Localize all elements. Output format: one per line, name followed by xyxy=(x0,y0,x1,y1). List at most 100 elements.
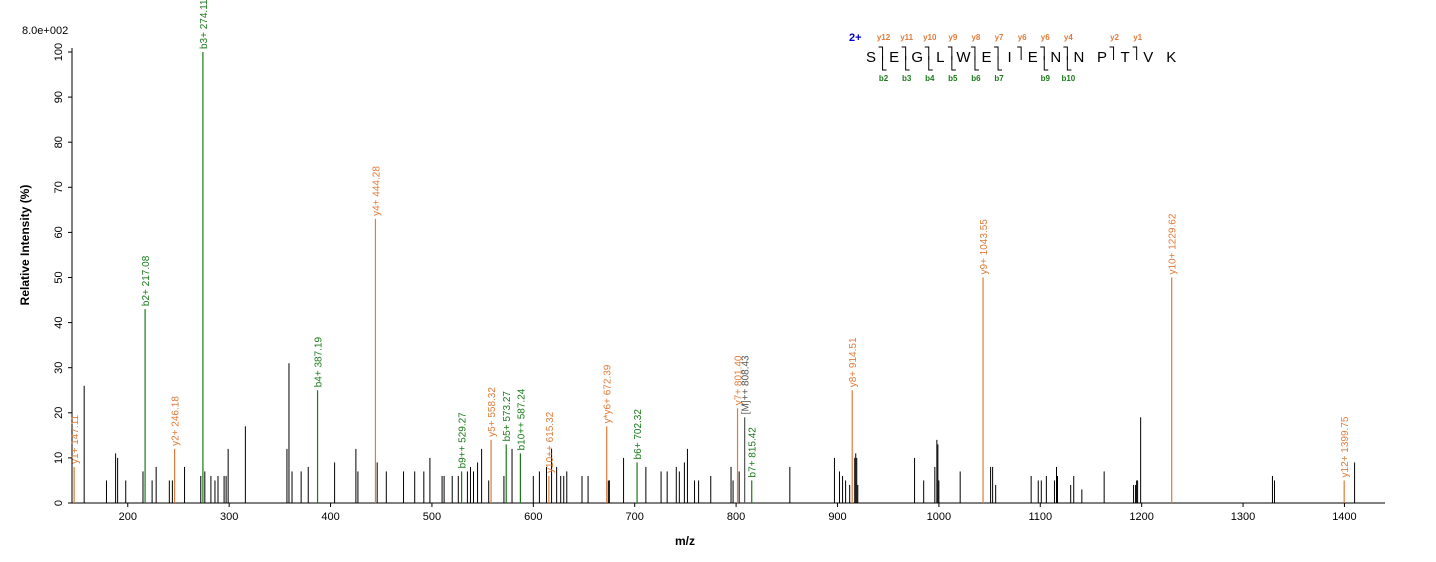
y-tick-label: 40 xyxy=(53,316,65,328)
residue: P xyxy=(1097,49,1107,66)
x-tick-label: 1400 xyxy=(1332,511,1356,523)
peak-label: b10++ 587.24 xyxy=(516,388,527,450)
peak-label: [M]++ 808.43 xyxy=(741,355,752,414)
residue: N xyxy=(1050,49,1061,66)
y-tick-label: 100 xyxy=(53,43,65,61)
b-ion-label: b10 xyxy=(1061,74,1075,83)
y-ion-bracket xyxy=(878,46,884,60)
y-tick-label: 20 xyxy=(53,407,65,419)
x-tick-label: 800 xyxy=(727,511,745,523)
peak-label: y2+ 246.18 xyxy=(171,396,182,446)
y-ion-label: y6 xyxy=(1018,33,1027,42)
y-axis-title: Relative Intensity (%) xyxy=(18,185,32,306)
y-tick-label: 50 xyxy=(53,271,65,283)
x-tick-label: 900 xyxy=(828,511,846,523)
y-tick-label: 0 xyxy=(53,500,65,506)
y-ion-label: y10 xyxy=(923,33,937,42)
b-ion-bracket xyxy=(1043,56,1049,71)
x-tick-label: 300 xyxy=(220,511,238,523)
peak-label: y10+ 1229.62 xyxy=(1168,213,1179,274)
peak-label: b4+ 387.19 xyxy=(314,336,325,387)
b-ion-label: b6 xyxy=(971,74,981,83)
y-tick-label: 30 xyxy=(53,362,65,374)
peak-label: y8+ 914.51 xyxy=(848,337,859,387)
x-tick-label: 1300 xyxy=(1231,511,1255,523)
x-tick-label: 700 xyxy=(626,511,644,523)
b-ion-bracket xyxy=(882,56,887,71)
peak-label: y*y6+ 672.39 xyxy=(603,364,614,423)
residue: E xyxy=(1028,49,1038,66)
residue: L xyxy=(936,49,944,66)
residue: K xyxy=(1166,49,1176,66)
peak-labels: y1+ 147.11 b2+ 217.08 y2+ 246.18 b3+ 274.11… xyxy=(70,0,1351,477)
y-tick-label: 70 xyxy=(53,181,65,193)
max-intensity-label: 8.0e+002 xyxy=(22,25,68,37)
y-ion-label: y6 xyxy=(1041,33,1050,42)
b-ion-bracket xyxy=(997,56,1003,71)
residue: N xyxy=(1073,49,1084,66)
residue: V xyxy=(1143,49,1153,66)
y-ion-label: y4 xyxy=(1064,33,1073,42)
x-tick-label: 1200 xyxy=(1129,511,1153,523)
x-tick-label: 200 xyxy=(119,511,137,523)
b-ion-label: b9 xyxy=(1041,74,1051,83)
residue: E xyxy=(981,49,991,66)
residue: E xyxy=(889,49,899,66)
x-tick-label: 600 xyxy=(524,511,542,523)
y-ion-bracket xyxy=(1132,46,1138,60)
y-ion-bracket xyxy=(1040,46,1045,60)
y-ion-label: y2 xyxy=(1110,33,1119,42)
x-tick-label: 1000 xyxy=(927,511,951,523)
y-ion-label: y12 xyxy=(877,33,891,42)
y-ion-bracket xyxy=(947,46,953,60)
b-ion-bracket xyxy=(905,56,910,71)
y-ion-bracket xyxy=(924,46,930,60)
x-axis-title: m/z xyxy=(675,534,695,548)
b-ion-label: b2 xyxy=(879,74,889,83)
y-tick-label: 90 xyxy=(53,91,65,103)
y-ion-bracket xyxy=(994,46,999,60)
residue: W xyxy=(956,49,971,66)
x-tick-label: 400 xyxy=(321,511,339,523)
peak-label: y12+ 1399.75 xyxy=(1340,416,1351,477)
b-ion-bracket xyxy=(974,56,979,71)
y-ion-bracket xyxy=(901,46,907,60)
y-tick-label: 10 xyxy=(53,452,65,464)
b-ion-label: b5 xyxy=(948,74,958,83)
y-tick-label: 60 xyxy=(53,226,65,238)
y-tick-label: 80 xyxy=(53,136,65,148)
y-ion-label: y9 xyxy=(948,33,957,42)
peak-label: y9+ 1043.55 xyxy=(979,219,990,275)
charge-state: 2+ xyxy=(849,32,862,44)
y-ion-bracket xyxy=(1063,46,1068,60)
peak-label: b9++ 529.27 xyxy=(458,412,469,469)
b-ion-label: b4 xyxy=(925,74,935,83)
b-ion-bracket xyxy=(928,56,933,71)
x-tick-label: 1100 xyxy=(1028,511,1052,523)
peak-label: b6+ 702.32 xyxy=(633,409,644,460)
y-ion-label: y7 xyxy=(995,33,1004,42)
axes: 0 10 20 30 40 50 60 70 80 90 100 200 300 400 500 600 700… xyxy=(53,43,1385,523)
b-ion-bracket xyxy=(951,56,956,71)
y-ion-label: y8 xyxy=(971,33,980,42)
peak-label: b5+ 573.27 xyxy=(502,391,513,442)
peak-label: y10++ 615.32 xyxy=(545,411,556,473)
residue: G xyxy=(911,49,923,66)
y-ion-bracket xyxy=(1109,46,1115,60)
peak-label: y5+ 558.32 xyxy=(487,387,498,437)
b-ion-bracket xyxy=(1066,56,1072,71)
b-ion-label: b7 xyxy=(994,74,1004,83)
peak-label: y7+ 801.40 xyxy=(734,355,745,405)
x-tick-label: 500 xyxy=(423,511,441,523)
residue: I xyxy=(1008,49,1012,66)
peak-label: b2+ 217.08 xyxy=(141,255,152,306)
peak-label: y4+ 444.28 xyxy=(371,166,382,216)
b-ion-label: b3 xyxy=(902,74,912,83)
residue: T xyxy=(1121,49,1130,66)
peak-label: b3+ 274.11 xyxy=(199,0,210,49)
y-ion-bracket xyxy=(1017,46,1022,60)
residue: S xyxy=(866,49,876,66)
y-ion-label: y1 xyxy=(1133,33,1142,42)
